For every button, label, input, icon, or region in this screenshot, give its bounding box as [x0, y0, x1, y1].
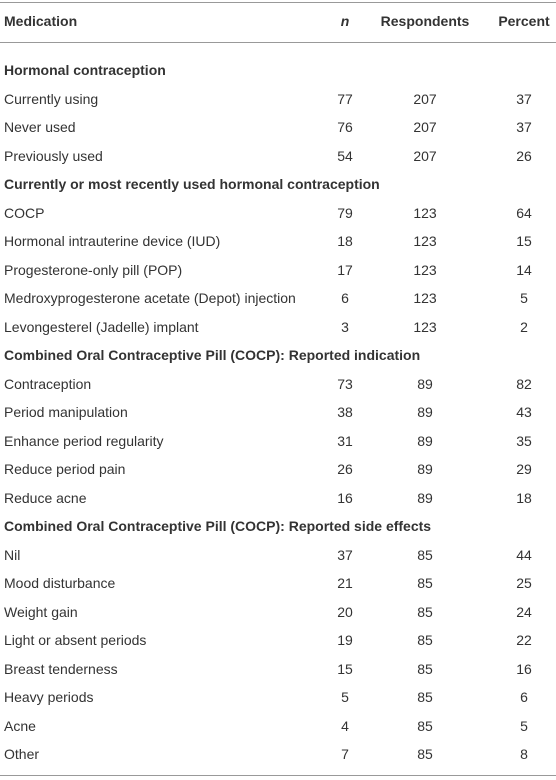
cell-value: 26 [516, 147, 532, 164]
cell-value: 82 [516, 375, 532, 392]
cell-value: 22 [516, 632, 532, 648]
cell-value: 64 [516, 204, 532, 221]
row-label: Breast tenderness [4, 660, 118, 677]
cell-value: 31 [337, 432, 353, 449]
row-label: Contraception [4, 375, 92, 392]
cell-value: 37 [516, 119, 532, 135]
cell-value: 123 [413, 233, 437, 249]
row-label: Hormonal intrauterine device (IUD) [4, 233, 221, 249]
cell-value: 5 [520, 290, 528, 306]
cell-value: 207 [413, 90, 437, 107]
cell-value: 16 [516, 660, 532, 677]
row-label: Other [4, 746, 40, 762]
column-header: Medication [4, 13, 78, 29]
cell-value: 17 [337, 261, 353, 278]
cell-value: 207 [413, 119, 437, 135]
cell-value: 19 [337, 632, 353, 648]
row-label: Enhance period regularity [4, 432, 164, 449]
cell-value: 85 [417, 689, 433, 705]
cell-value: 89 [417, 375, 433, 392]
cell-value: 26 [337, 461, 353, 477]
cell-value: 3 [341, 318, 349, 335]
top-rule [0, 2, 556, 3]
cell-value: 85 [417, 660, 433, 677]
cell-value: 123 [413, 318, 437, 335]
cell-value: 2 [520, 318, 528, 335]
cell-value: 21 [337, 575, 353, 591]
cell-value: 85 [417, 603, 433, 620]
row-label: Previously used [4, 147, 103, 164]
cell-value: 76 [337, 119, 353, 135]
cell-value: 123 [413, 261, 437, 278]
cell-value: 89 [417, 461, 433, 477]
cell-value: 6 [341, 290, 349, 306]
cell-value: 73 [337, 375, 353, 392]
cell-value: 89 [417, 489, 433, 506]
cell-value: 6 [520, 689, 528, 705]
cell-value: 37 [516, 90, 532, 107]
row-label: Never used [4, 119, 76, 135]
cell-value: 89 [417, 432, 433, 449]
cell-value: 85 [417, 717, 433, 734]
cell-value: 5 [520, 717, 528, 734]
row-label: Light or absent periods [4, 632, 147, 648]
row-label: Heavy periods [4, 689, 94, 705]
cell-value: 5 [341, 689, 349, 705]
cell-value: 20 [337, 603, 353, 620]
section-title: Combined Oral Contraceptive Pill (COCP):… [4, 347, 421, 363]
cell-value: 14 [516, 261, 532, 278]
row-label: Acne [4, 717, 36, 734]
cell-value: 85 [417, 575, 433, 591]
cell-value: 15 [337, 660, 353, 677]
cell-value: 37 [337, 546, 353, 563]
cell-value: 85 [417, 746, 433, 762]
cell-value: 43 [516, 404, 532, 420]
header-rule [0, 42, 556, 43]
row-label: Mood disturbance [4, 575, 116, 591]
section-title: Currently or most recently used hormonal… [4, 176, 380, 192]
cell-value: 7 [341, 746, 349, 762]
row-label: Currently using [4, 90, 99, 107]
cell-value: 15 [516, 233, 532, 249]
cell-value: 8 [520, 746, 528, 762]
section-title: Hormonal contraception [4, 62, 166, 78]
cell-value: 35 [516, 432, 532, 449]
cell-value: 18 [337, 233, 353, 249]
cell-value: 25 [516, 575, 532, 591]
cell-value: 123 [413, 204, 437, 221]
cell-value: 85 [417, 632, 433, 648]
cell-value: 38 [337, 404, 353, 420]
cell-value: 29 [516, 461, 532, 477]
bottom-rule [0, 775, 556, 776]
cell-value: 54 [337, 147, 353, 164]
cell-value: 123 [413, 290, 437, 306]
row-label: Reduce period pain [4, 461, 126, 477]
cell-value: 18 [516, 489, 532, 506]
cell-value: 207 [413, 147, 437, 164]
row-label: Period manipulation [4, 404, 128, 420]
row-label: Levongesterel (Jadelle) implant [4, 318, 199, 335]
cell-value: 89 [417, 404, 433, 420]
column-header: Respondents [380, 13, 470, 29]
row-label: Medroxyprogesterone acetate (Depot) inje… [4, 290, 296, 306]
cell-value: 85 [417, 546, 433, 563]
cell-value: 44 [516, 546, 532, 563]
column-header: Percent [498, 13, 550, 29]
cell-value: 24 [516, 603, 532, 620]
cell-value: 16 [337, 489, 353, 506]
row-label: Nil [4, 546, 21, 563]
cell-value: 77 [337, 90, 353, 107]
row-label: Progesterone-only pill (POP) [4, 261, 183, 278]
row-label: Weight gain [4, 603, 78, 620]
cell-value: 79 [337, 204, 353, 221]
section-title: Combined Oral Contraceptive Pill (COCP):… [4, 518, 432, 534]
row-label: COCP [4, 204, 45, 221]
cell-value: 4 [341, 717, 349, 734]
row-label: Reduce acne [4, 489, 87, 506]
column-header: n [340, 13, 350, 29]
